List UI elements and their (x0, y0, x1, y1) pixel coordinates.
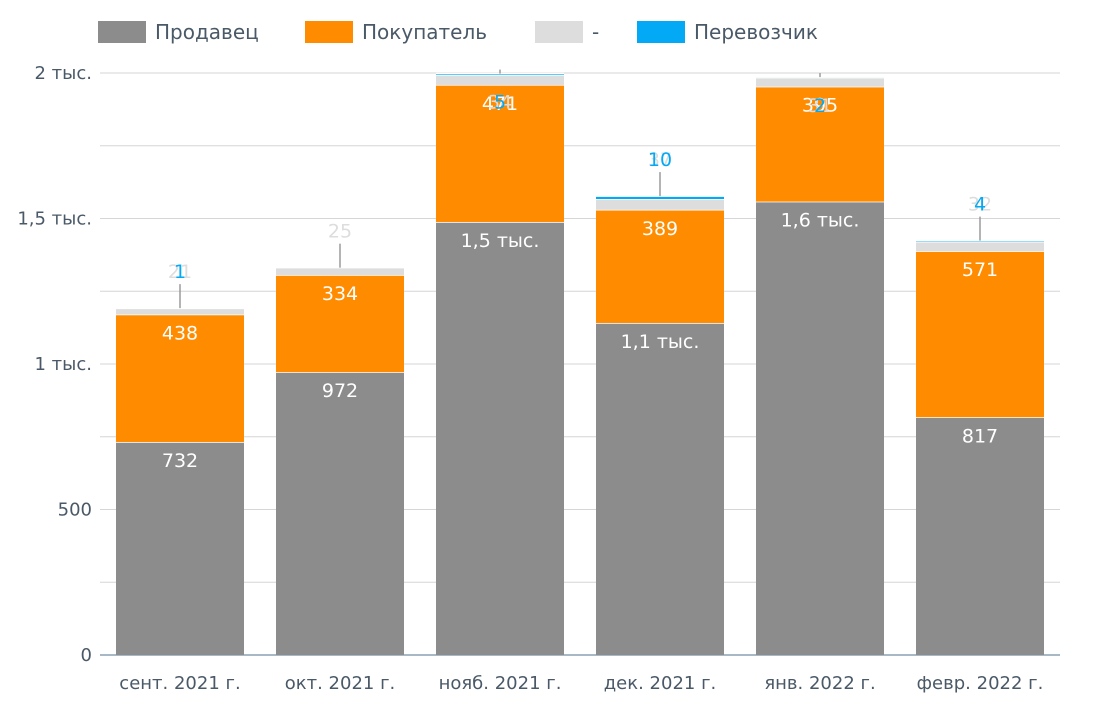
y-tick-label: 500 (58, 500, 92, 521)
bar-segment (276, 372, 404, 655)
y-tick-label: 1,5 тыс. (17, 209, 92, 230)
bar-segment (436, 84, 564, 222)
legend-label: Перевозчик (694, 20, 818, 44)
legend-label: - (592, 20, 599, 44)
bar-segment (756, 201, 884, 655)
y-tick-label: 2 тыс. (35, 63, 93, 84)
data-label: 1,5 тыс. (461, 230, 540, 252)
x-tick-label: февр. 2022 г. (917, 673, 1044, 694)
data-label: 334 (322, 283, 358, 305)
x-tick-label: нояб. 2021 г. (439, 673, 562, 694)
data-label: 37 (648, 149, 672, 171)
data-label: 1 (174, 261, 186, 283)
legend: Продавец Покупатель - Перевозчик (98, 20, 818, 44)
legend-label: Покупатель (362, 20, 487, 44)
data-label: 972 (322, 380, 358, 402)
bar-segment (276, 267, 404, 275)
x-tick-label: дек. 2021 г. (604, 673, 717, 694)
legend-swatch (637, 21, 685, 43)
legend-swatch (305, 21, 353, 43)
data-label: 21 (168, 261, 192, 283)
data-label: 389 (642, 218, 678, 240)
x-axis: сент. 2021 г. окт. 2021 г. нояб. 2021 г. де… (119, 673, 1043, 694)
bar-segment (116, 441, 244, 655)
data-label: 25 (328, 221, 352, 243)
bar-segment (756, 77, 884, 87)
data-label: 1,1 тыс. (621, 331, 700, 353)
x-tick-label: янв. 2022 г. (764, 673, 875, 694)
data-label: 31 (808, 95, 832, 117)
bar-segment (596, 322, 724, 655)
bar-segment (756, 86, 884, 202)
data-label: 395 (802, 95, 838, 117)
x-tick-label: окт. 2021 г. (285, 673, 396, 694)
bar-segment (116, 308, 244, 315)
legend-label: Продавец (155, 20, 259, 44)
bar-segment (436, 221, 564, 655)
bar-segment (436, 75, 564, 85)
bar-segment (596, 209, 724, 323)
bar-segment (916, 251, 1044, 418)
bar-segment (916, 417, 1044, 655)
data-label: 571 (962, 259, 998, 281)
legend-swatch (98, 21, 146, 43)
data-label: 5 (494, 92, 506, 114)
x-tick-label: сент. 2021 г. (119, 673, 240, 694)
bar-segment (596, 196, 724, 200)
grid (100, 72, 1060, 656)
bar-segment (116, 314, 244, 442)
data-label: 2 (814, 95, 826, 117)
data-label: 732 (162, 450, 198, 472)
data-label: 438 (162, 323, 198, 345)
data-label: 34 (488, 92, 512, 114)
data-label: 4 (974, 194, 986, 216)
y-tick-label: 1 тыс. (35, 354, 93, 375)
bar-segment (276, 274, 404, 373)
data-label: 471 (482, 93, 518, 115)
data-label: 1,6 тыс. (781, 210, 860, 232)
data-label: 32 (968, 194, 992, 216)
legend-swatch (535, 21, 583, 43)
y-tick-label: 0 (81, 645, 92, 666)
data-label: 10 (648, 149, 672, 171)
data-label: 817 (962, 425, 998, 447)
bar-segment (916, 241, 1044, 252)
bar-segment (596, 199, 724, 210)
y-axis: 0 500 1 тыс. 1,5 тыс. 2 тыс. (17, 63, 92, 666)
